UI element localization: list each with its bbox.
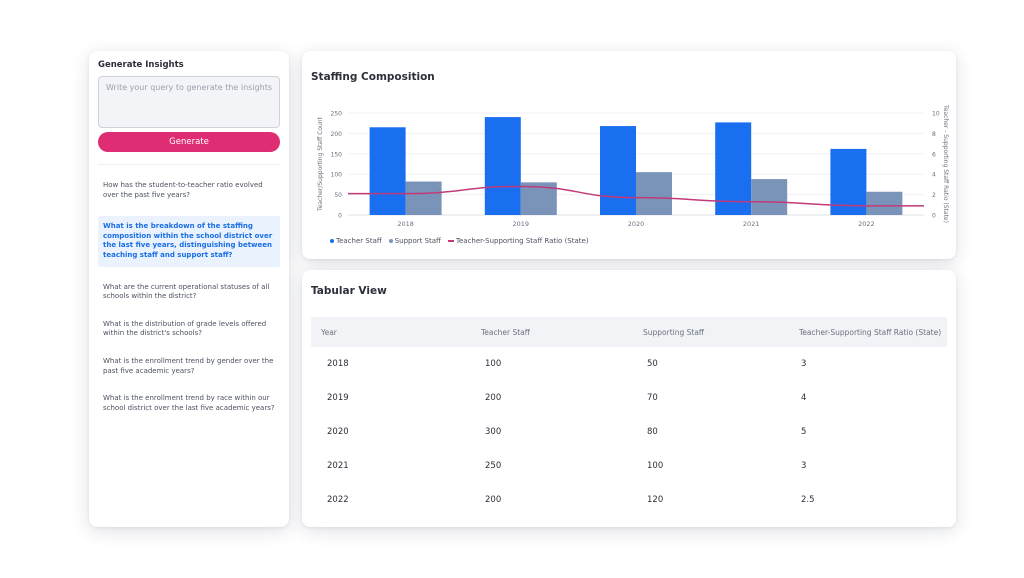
y2-tick-label: 0 <box>932 213 936 220</box>
suggestion-item[interactable]: What is the enrollment trend by gender o… <box>103 356 274 375</box>
cell-year: 2022 <box>327 495 349 505</box>
y-tick-label: 0 <box>338 213 342 220</box>
cell-ratio: 2.5 <box>801 495 815 505</box>
y-tick-label: 50 <box>334 192 342 199</box>
cell-ratio: 5 <box>801 427 807 437</box>
y2-tick-label: 8 <box>932 131 936 138</box>
cell-year: 2021 <box>327 461 349 471</box>
y-axis-label: Teacher/Supporting Staff Count <box>317 116 324 212</box>
y2-tick-label: 4 <box>932 172 936 179</box>
data-table: Year Teacher Staff Supporting Staff Teac… <box>311 317 947 517</box>
x-tick-label: 2022 <box>858 220 875 228</box>
panel-title: Generate Insights <box>98 60 184 70</box>
suggestion-item[interactable]: What is the distribution of grade levels… <box>103 319 267 338</box>
column-header-ratio[interactable]: Teacher-Supporting Staff Ratio (State) <box>799 327 942 337</box>
table-row: 2020 300 80 5 <box>311 415 947 449</box>
cell-year: 2018 <box>327 359 349 369</box>
cell-ratio: 3 <box>801 359 807 369</box>
table-row: 2019 200 70 4 <box>311 381 947 415</box>
suggestion-item[interactable]: What are the current operational statuse… <box>103 282 270 301</box>
y-tick-label: 100 <box>331 172 343 179</box>
chart-title: Staffing Composition <box>311 71 435 83</box>
chart-legend: Teacher Staff Support Staff Teacher-Supp… <box>330 237 589 245</box>
suggestion-item[interactable]: What is the enrollment trend by race wit… <box>103 394 275 412</box>
bar-teacher-staff <box>600 126 636 215</box>
legend-item-support[interactable]: Support Staff <box>388 237 441 245</box>
cell-ratio: 3 <box>801 461 807 471</box>
insights-panel: Generate Insights Write your query to ge… <box>89 51 289 527</box>
column-header-year[interactable]: Year <box>321 327 337 337</box>
cell-year: 2020 <box>327 427 349 437</box>
bar-teacher-staff <box>484 117 521 215</box>
y2-tick-label: 6 <box>932 151 936 158</box>
bar-support-staff <box>866 191 903 215</box>
legend-item-teacher[interactable]: Teacher Staff <box>330 237 382 245</box>
suggestion-list: How has the student-to-teacher ratio evo… <box>98 164 280 419</box>
legend-item-ratio[interactable]: Teacher-Supporting Staff Ratio (State) <box>447 237 589 245</box>
bar-support-staff <box>751 179 788 215</box>
chart-card: Staffing Composition 0 50 100 150 200 250 0 2 4 6… <box>302 51 956 259</box>
bar-teacher-staff <box>830 148 867 215</box>
bar-support-staff <box>636 172 672 215</box>
staffing-chart: 0 50 100 150 200 250 0 2 4 6 8 10 Teacher/Supporting… <box>317 104 949 228</box>
cell-teacher: 100 <box>485 359 502 369</box>
column-header-teacher[interactable]: Teacher Staff <box>481 327 530 337</box>
suggestion-item[interactable]: How has the student-to-teacher ratio evo… <box>103 181 263 199</box>
cell-support: 70 <box>647 393 658 403</box>
cell-ratio: 4 <box>801 393 807 403</box>
query-input[interactable]: Write your query to generate the insight… <box>98 76 280 128</box>
cell-support: 50 <box>647 359 658 369</box>
cell-support: 120 <box>647 495 664 505</box>
column-header-support[interactable]: Supporting Staff <box>643 327 705 337</box>
cell-support: 100 <box>647 461 664 471</box>
cell-teacher: 300 <box>485 427 502 437</box>
ratio-line <box>347 185 924 207</box>
bar-teacher-staff <box>369 127 406 215</box>
y-tick-label: 150 <box>331 151 343 158</box>
cell-teacher: 200 <box>485 495 502 505</box>
table-header: Year Teacher Staff Supporting Staff Teac… <box>311 317 947 347</box>
table-row: 2021 250 100 3 <box>311 449 947 483</box>
x-tick-label: 2018 <box>397 220 414 228</box>
cell-year: 2019 <box>327 393 349 403</box>
cell-teacher: 250 <box>485 461 502 471</box>
x-tick-label: 2019 <box>513 220 530 228</box>
bar-support-staff <box>405 181 442 215</box>
y-tick-label: 200 <box>331 131 343 138</box>
x-tick-label: 2020 <box>628 220 645 228</box>
table-card: Tabular View Year Teacher Staff Supporti… <box>302 270 956 527</box>
y2-tick-label: 10 <box>932 111 940 118</box>
y2-tick-label: 2 <box>932 192 936 199</box>
generate-button[interactable]: Generate <box>98 132 280 152</box>
y2-axis-label: Teacher - Supporting Staff Ratio (State) <box>942 104 949 223</box>
cell-support: 80 <box>647 427 658 437</box>
cell-teacher: 200 <box>485 393 502 403</box>
table-row: 2022 200 120 2.5 <box>311 483 947 517</box>
suggestion-item-active[interactable]: What is the breakdown of the staffing co… <box>98 216 280 267</box>
y-tick-label: 250 <box>331 111 343 118</box>
bar-teacher-staff <box>715 122 752 215</box>
table-title: Tabular View <box>311 285 387 297</box>
table-row: 2018 100 50 3 <box>311 347 947 381</box>
x-tick-label: 2021 <box>743 220 760 228</box>
